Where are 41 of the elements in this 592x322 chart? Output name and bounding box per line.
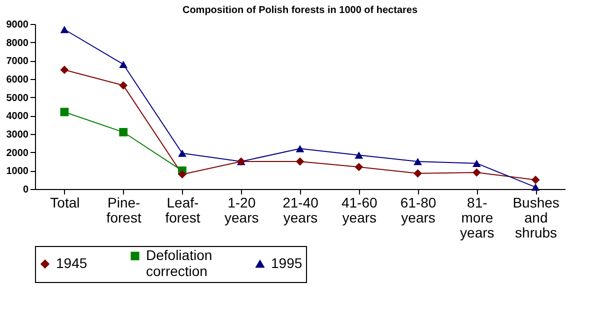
point bbox=[60, 26, 69, 34]
legend-label: 1945 bbox=[56, 255, 88, 271]
y-tick-label: 3000 bbox=[6, 130, 29, 140]
x-tick-label: 1-20 years bbox=[224, 194, 259, 226]
x-tick-label: 61-80 years bbox=[400, 194, 436, 226]
legend-label: 1995 bbox=[271, 255, 302, 271]
y-tick-label: 2000 bbox=[6, 148, 29, 159]
y-tick-label: 7000 bbox=[6, 56, 29, 68]
point bbox=[531, 176, 540, 184]
point bbox=[60, 66, 69, 74]
point bbox=[119, 128, 128, 136]
point bbox=[119, 81, 128, 90]
point bbox=[296, 145, 304, 152]
x-tick-label: Leaf- forest bbox=[165, 194, 200, 226]
y-tick-label: 8000 bbox=[6, 38, 29, 49]
point bbox=[414, 158, 422, 166]
chart-title: Composition of Polish forests in 1000 of hectares bbox=[182, 5, 418, 16]
point bbox=[178, 150, 186, 157]
x-tick-label: 81- more years bbox=[460, 194, 494, 240]
y-tick-label: 4000 bbox=[6, 111, 29, 122]
y-tick-label: 0 bbox=[22, 184, 29, 196]
point bbox=[178, 170, 186, 179]
legend-label: Defoliation correction bbox=[146, 247, 212, 279]
point bbox=[472, 160, 481, 167]
y-tick-label: 6000 bbox=[6, 74, 29, 86]
point bbox=[296, 157, 304, 166]
point bbox=[60, 108, 69, 116]
y-tick-label: 9000 bbox=[6, 20, 29, 30]
point bbox=[354, 151, 364, 159]
x-tick-label: 41-60 years bbox=[341, 194, 378, 226]
point bbox=[531, 184, 540, 191]
point bbox=[119, 60, 128, 68]
x-tick-label: Pine- forest bbox=[106, 194, 142, 226]
x-tick-label: Total bbox=[50, 194, 80, 210]
x-tick-label: 21-40 years bbox=[282, 194, 319, 226]
y-tick-label: 1000 bbox=[6, 166, 29, 178]
point bbox=[354, 162, 364, 172]
point bbox=[472, 168, 481, 177]
y-tick-label: 5000 bbox=[6, 92, 29, 104]
x-tick-label: Bushes and shrubs bbox=[512, 194, 560, 240]
point bbox=[414, 169, 422, 178]
